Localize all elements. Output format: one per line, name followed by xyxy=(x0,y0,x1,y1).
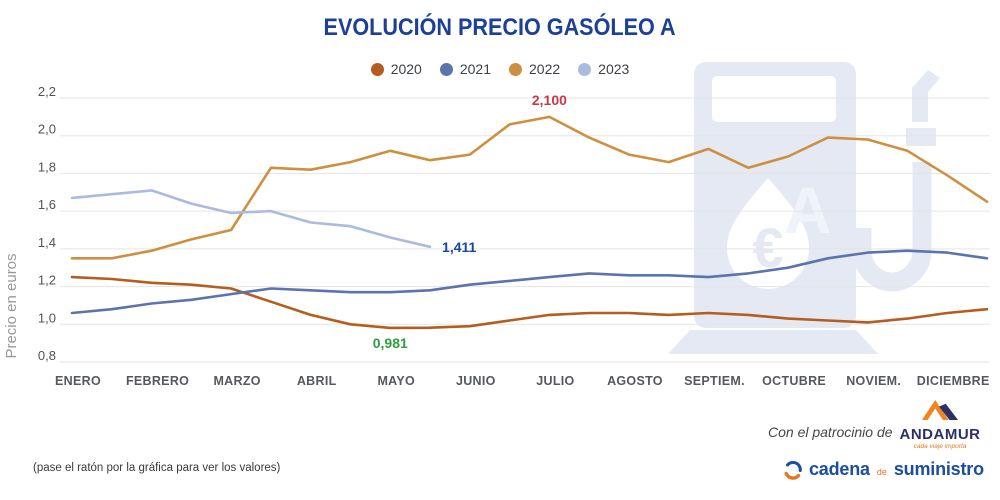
series-line-2020[interactable] xyxy=(70,275,989,330)
annotation-2-100: 2,100 xyxy=(532,92,567,108)
series-line-2022[interactable] xyxy=(70,115,989,260)
euro-drop-icon xyxy=(727,178,809,289)
chart-title-text: EVOLUCIÓN PRECIO GASÓLEO A xyxy=(323,14,677,41)
legend-dot-2021 xyxy=(439,62,453,76)
x-tick-label-octubre: OCTUBRE xyxy=(762,374,826,388)
andamur-triangle-icon xyxy=(921,400,959,420)
legend-label-2023: 2023 xyxy=(598,61,630,77)
legend-label-2022: 2022 xyxy=(529,61,561,77)
annotation-1-411: 1,411 xyxy=(442,239,476,255)
cadena-de-suministro-logo[interactable]: cadena de suministro xyxy=(783,459,984,480)
sponsor-block: Con el patrocinio de ANDAMUR cada viaje … xyxy=(700,398,990,450)
andamur-tagline: cada viaje importa xyxy=(913,443,967,450)
x-tick-label-febrero: FEBRERO xyxy=(126,374,189,388)
series-line-2021[interactable] xyxy=(70,249,989,315)
page-title: EVOLUCIÓN PRECIO GASÓLEO A xyxy=(0,14,1000,42)
cadena-word: cadena xyxy=(809,459,870,479)
x-tick-label-noviem: NOVIEM. xyxy=(846,374,901,388)
andamur-logo[interactable]: ANDAMUR cada viaje importa xyxy=(890,398,990,450)
chart-legend: 2020 2021 2022 2023 xyxy=(0,61,1000,77)
annotation-0-981: 0,981 xyxy=(373,335,408,351)
y-tick-label: 1,4 xyxy=(38,235,56,250)
legend-item-2023[interactable]: 2023 xyxy=(578,61,629,77)
y-tick-label: 1,0 xyxy=(38,310,56,325)
suministro-word: suministro xyxy=(893,459,984,479)
legend-dot-2023 xyxy=(578,62,592,76)
hover-instruction-note: (pase el ratón por la gráfica para ver l… xyxy=(33,462,281,474)
legend-item-2020[interactable]: 2020 xyxy=(370,61,422,77)
x-tick-label-agosto: AGOSTO xyxy=(607,374,663,388)
cadena-circle-icon xyxy=(784,460,802,480)
x-tick-label-julio: JULIO xyxy=(536,374,574,388)
y-tick-label: 1,8 xyxy=(38,159,56,174)
legend-label-2021: 2021 xyxy=(459,61,491,77)
price-evolution-chart[interactable]: € A Precio en euros 0,8 1,0 1,2 1,4 1,6 1,8 2,… xyxy=(0,0,1000,400)
legend-label-2020: 2020 xyxy=(390,61,422,77)
legend-item-2021[interactable]: 2021 xyxy=(439,61,491,77)
x-tick-label-mayo: MAYO xyxy=(377,374,415,388)
x-tick-label-enero: ENERO xyxy=(55,374,101,388)
pump-nozzle-icon xyxy=(852,162,932,292)
y-tick-label: 1,2 xyxy=(38,273,56,288)
letter-a-watermark: A xyxy=(784,173,832,247)
sponsor-prefix-text: Con el patrocinio de xyxy=(768,424,893,440)
legend-dot-2020 xyxy=(370,62,384,76)
x-tick-label-diciembre: DICIEMBRE xyxy=(917,374,990,388)
x-tick-label-junio: JUNIO xyxy=(456,374,496,388)
y-axis-title: Precio en euros xyxy=(3,253,20,358)
y-tick-label: 2,0 xyxy=(38,122,56,137)
fuel-pump-watermark: € A xyxy=(668,62,940,354)
y-tick-label: 2,2 xyxy=(38,84,56,99)
x-tick-label-marzo: MARZO xyxy=(213,374,260,388)
andamur-name: ANDAMUR xyxy=(899,426,981,443)
legend-item-2022[interactable]: 2022 xyxy=(509,61,560,77)
x-tick-label-septiem: SEPTIEM. xyxy=(684,374,745,388)
de-word: de xyxy=(876,467,887,477)
series-line-2023[interactable] xyxy=(70,189,432,249)
legend-dot-2022 xyxy=(509,62,522,76)
x-tick-label-abril: ABRIL xyxy=(297,374,337,388)
y-tick-label: 0,8 xyxy=(38,348,56,363)
y-tick-label: 1,6 xyxy=(38,197,56,212)
